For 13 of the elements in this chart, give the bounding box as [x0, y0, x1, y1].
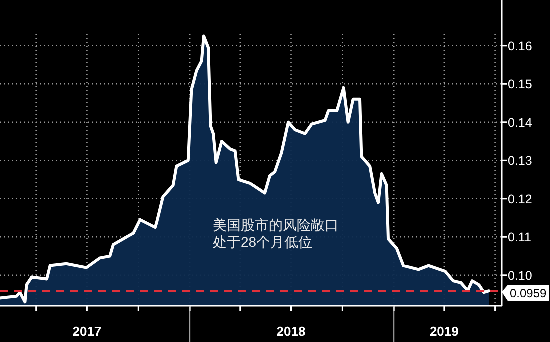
y-tick-label: 0.15 — [508, 78, 532, 92]
y-tick-label: 0.13 — [508, 154, 532, 168]
y-tick-label: 0.16 — [508, 39, 532, 54]
x-tick-label: 2019 — [430, 324, 459, 339]
y-tick-label: 0.14 — [508, 116, 532, 130]
x-tick-label: 2018 — [276, 324, 306, 339]
annotation: 处于28个月低位 — [213, 234, 313, 250]
annotation: 美国股市的风险敞口 — [213, 217, 339, 233]
y-tick-label: 0.12 — [508, 192, 532, 206]
ref-line-label: 0.0959 — [510, 286, 548, 301]
x-tick-label: 2017 — [72, 324, 102, 339]
y-tick-label: 0.11 — [508, 230, 532, 245]
y-tick-label: 0.10 — [508, 268, 532, 283]
